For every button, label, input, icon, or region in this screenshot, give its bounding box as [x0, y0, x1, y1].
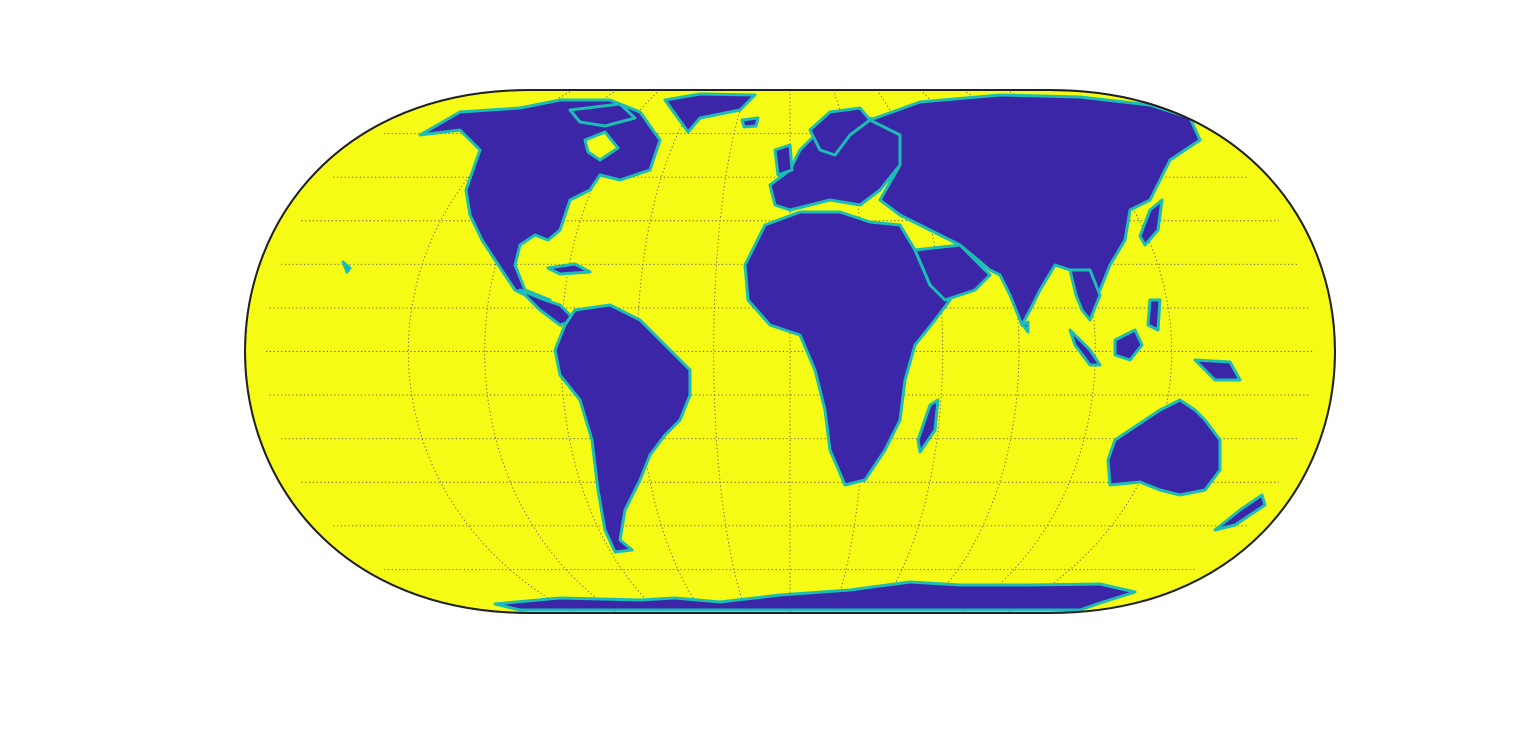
map-frame-outline	[244, 89, 1336, 614]
sumatra	[1068, 328, 1102, 367]
new-zealand	[1213, 493, 1267, 532]
borneo	[1113, 328, 1144, 362]
cuba	[546, 262, 592, 276]
scandinavia	[808, 106, 872, 157]
indochina	[1068, 268, 1102, 322]
philippines	[1146, 298, 1162, 332]
antarctica	[493, 580, 1137, 612]
australia	[1106, 398, 1222, 497]
africa	[743, 210, 952, 487]
sri-lanka	[1021, 320, 1030, 334]
iceland	[740, 116, 760, 129]
british-isles	[773, 143, 794, 177]
hawaii	[341, 260, 352, 274]
land-masses	[341, 92, 1267, 612]
meridian-line	[876, 90, 944, 613]
arctic-islands	[568, 102, 637, 128]
south-america	[553, 303, 692, 554]
greenland	[663, 92, 757, 134]
japan	[1138, 198, 1164, 247]
new-guinea	[1193, 358, 1242, 382]
madagascar	[916, 398, 940, 454]
hudson-bay	[583, 130, 620, 162]
